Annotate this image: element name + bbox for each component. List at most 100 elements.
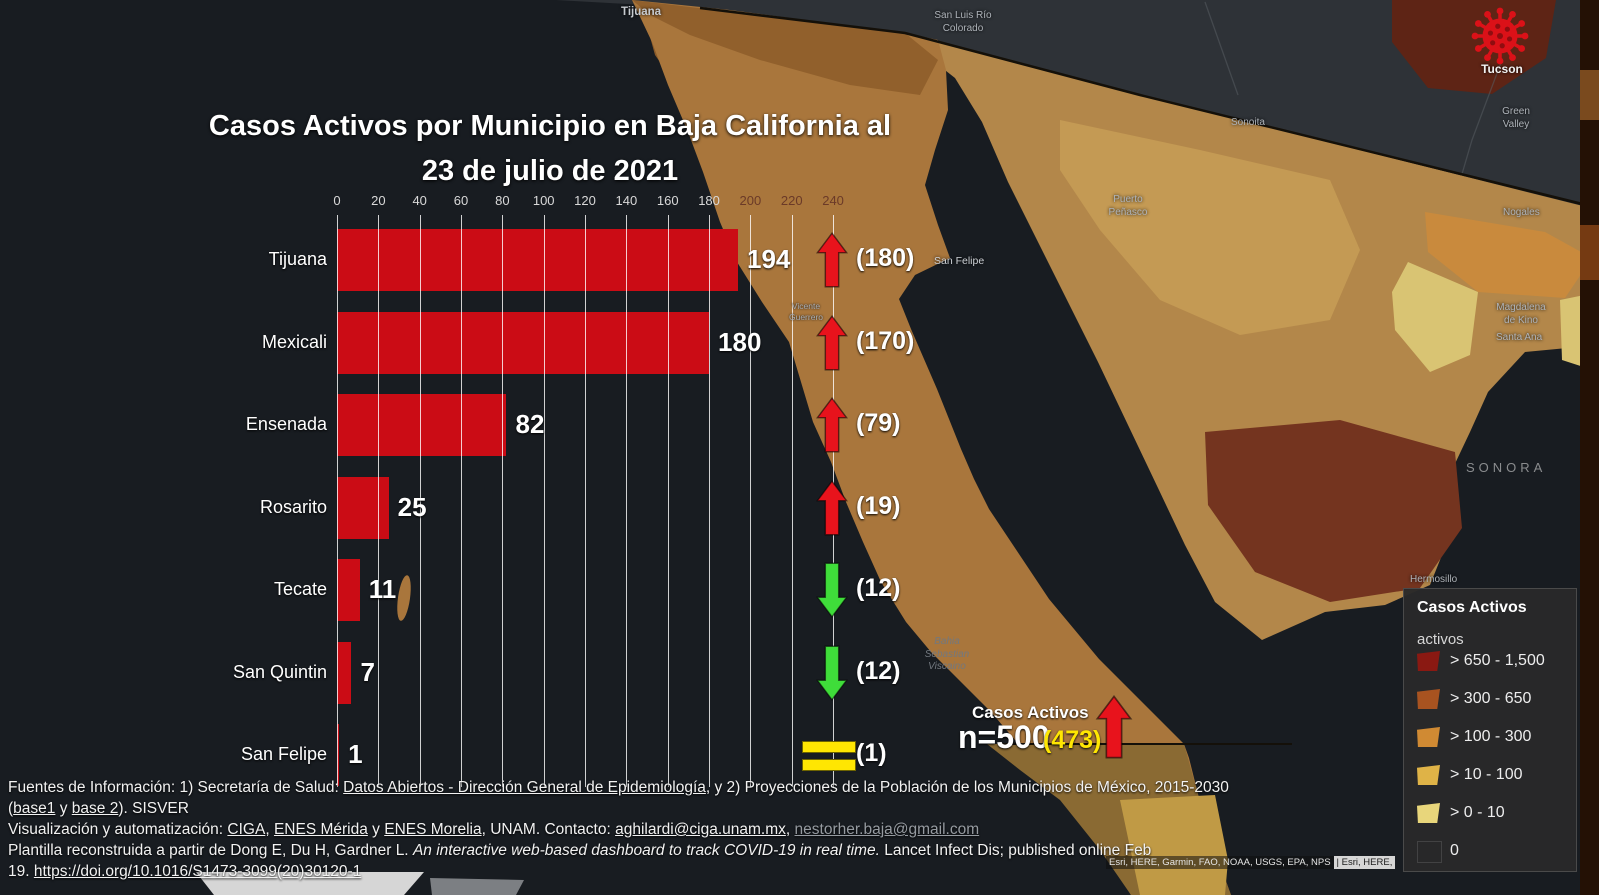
legend-swatch <box>1417 841 1442 863</box>
virus-icon[interactable] <box>1470 6 1530 66</box>
footer-text: Lancet Infect Dis; published online Feb <box>879 842 1152 859</box>
footer-line: 19. https://doi.org/10.1016/S1473-3099(2… <box>8 863 361 881</box>
gridline <box>709 215 711 787</box>
legend-swatch <box>1417 651 1440 671</box>
legend-item: > 650 - 1,500 <box>1417 651 1567 675</box>
map-baja-peninsula <box>632 0 1231 895</box>
map-label: San Luis Río Colorado <box>934 10 992 34</box>
axis-tick-label: 120 <box>574 193 596 208</box>
legend-title: Casos Activos <box>1417 599 1527 616</box>
chart-title-line2: 23 de julio de 2021 <box>421 155 679 187</box>
map-attribution: Esri, HERE, Garmin, FAO, NOAA, USGS, EPA… <box>1106 856 1396 869</box>
map-us-red-county <box>1392 0 1556 94</box>
footer-text: , UNAM. Contacto: <box>481 821 616 838</box>
map-guadalupe-island <box>397 575 411 621</box>
attribution-text: Esri, HERE, Garmin, FAO, NOAA, USGS, EPA… <box>1106 856 1334 869</box>
gridline <box>750 215 752 787</box>
map-right-edge-patch2 <box>1580 225 1599 280</box>
map-label: Sonoita <box>1231 117 1265 128</box>
map-label: Puerto Peñasco <box>1108 194 1148 218</box>
axis-tick-label: 80 <box>495 193 510 208</box>
gridline <box>337 215 338 787</box>
footer-text: ( <box>8 800 14 817</box>
footer-link[interactable]: CIGA <box>227 821 266 838</box>
footer-link[interactable]: Datos Abiertos - Dirección General de Ep… <box>343 779 706 796</box>
bar <box>337 641 352 704</box>
bar <box>337 229 738 291</box>
gridline <box>502 215 504 787</box>
bar <box>337 724 340 786</box>
legend-item-label: > 300 - 650 <box>1450 690 1532 707</box>
legend-item: > 10 - 100 <box>1417 765 1567 789</box>
gridline <box>461 215 463 787</box>
trend-up-icon <box>815 232 849 288</box>
category-label: San Quintin <box>232 661 327 682</box>
map-us-border-line <box>699 6 1599 210</box>
footer-text: 19. <box>8 863 34 880</box>
legend-item-label: 0 <box>1450 842 1459 859</box>
footer-text: Plantilla reconstruida a partir de Dong … <box>8 842 413 859</box>
category-label: Tecate <box>273 579 327 599</box>
footer-line: Visualización y automatización: CIGA, EN… <box>8 821 979 839</box>
gridline <box>626 215 628 787</box>
axis-tick-label: 20 <box>371 193 386 208</box>
bar-value: 180 <box>718 326 762 357</box>
category-label: Tijuana <box>268 249 327 269</box>
map-label: San Felipe <box>934 255 985 267</box>
footer-link[interactable]: aghilardi@ciga.unam.mx <box>615 821 786 838</box>
axis-tick-label: 0 <box>333 193 341 208</box>
footer-link[interactable]: https://doi.org/10.1016/S1473-3099(20)30… <box>33 863 362 880</box>
bar-value: 25 <box>397 491 427 522</box>
trend-value: (170) <box>856 326 915 355</box>
annotation-total: n=500 <box>958 719 1050 755</box>
annotation-trend-up-icon <box>1094 695 1134 759</box>
footer-text: , <box>265 821 274 838</box>
bar-value: 1 <box>348 739 363 769</box>
legend-item-label: > 650 - 1,500 <box>1450 652 1545 669</box>
page-edge-shape <box>196 872 424 895</box>
annotation-title: Casos Activos <box>972 703 1089 722</box>
trend-value: (12) <box>856 574 901 602</box>
map-us-region <box>556 0 1599 208</box>
bar <box>337 311 710 374</box>
map-sonoyta-region <box>1060 120 1360 335</box>
legend-swatch <box>1417 765 1440 785</box>
trend-up-icon <box>815 314 849 371</box>
legend-item: > 300 - 650 <box>1417 689 1567 713</box>
map-label: SONORA <box>1466 460 1547 475</box>
footer-text: y <box>367 821 385 838</box>
virus-marker-city: Tucson <box>1481 62 1523 76</box>
legend-item: > 100 - 300 <box>1417 727 1567 751</box>
map-tijuana-region <box>632 0 938 95</box>
attribution-text-highlight: | Esri, HERE, <box>1333 856 1396 869</box>
map-label: Hermosillo <box>1410 574 1458 585</box>
map-nogales-region <box>1425 212 1592 298</box>
footer-link[interactable]: base 2 <box>71 800 119 817</box>
footer-link[interactable]: base1 <box>13 800 56 817</box>
gridline <box>543 215 545 787</box>
footer-text: An interactive web-based dashboard to tr… <box>412 842 880 859</box>
chart-title: Casos Activos por Municipio en Baja Cali… <box>170 104 930 194</box>
trend-value: (1) <box>856 739 887 767</box>
trend-up-icon <box>815 397 849 453</box>
legend-item-label: > 100 - 300 <box>1450 728 1532 745</box>
footer-link[interactable]: ENES Morelia <box>384 821 482 838</box>
gridline <box>419 215 421 787</box>
trend-value: (19) <box>856 491 901 520</box>
gridline <box>791 215 793 787</box>
trend-equal-icon <box>802 741 856 771</box>
axis-tick-label: 60 <box>453 193 469 208</box>
map-label: Nogales <box>1503 207 1540 218</box>
footer-link[interactable]: nestorher.baja@gmail.com <box>794 821 980 838</box>
axis-tick-label: 160 <box>656 193 679 208</box>
chart-title-line1: Casos Activos por Municipio en Baja Cali… <box>208 110 892 142</box>
trend-down-icon <box>815 644 849 701</box>
category-label: Ensenada <box>245 414 327 434</box>
footer-link[interactable]: ENES Mérida <box>273 821 368 838</box>
trend-value: (12) <box>856 656 901 685</box>
trend-value: (180) <box>856 244 915 272</box>
map-label: Green Valley <box>1502 106 1530 130</box>
